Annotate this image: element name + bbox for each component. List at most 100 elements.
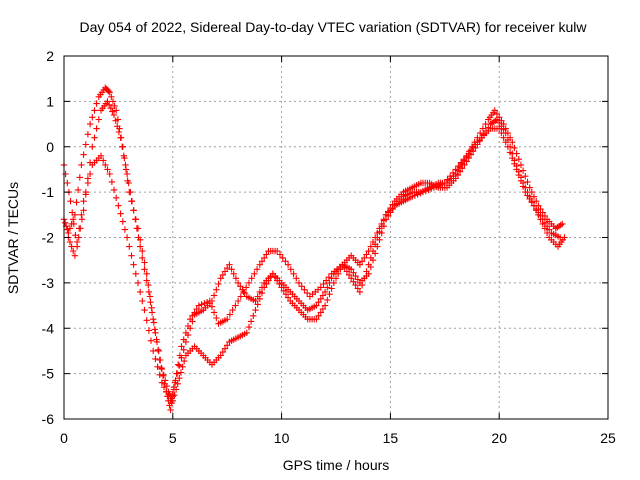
data-point	[328, 285, 335, 292]
data-point	[282, 258, 289, 265]
data-point	[537, 212, 544, 220]
data-point	[352, 272, 359, 280]
data-point	[66, 225, 74, 232]
data-point	[298, 283, 305, 290]
data-point	[278, 284, 285, 291]
data-point	[145, 327, 153, 334]
data-point	[280, 287, 287, 294]
data-point	[78, 216, 86, 223]
data-point	[343, 268, 351, 275]
y-tick-label: -2	[42, 230, 55, 246]
data-point	[150, 319, 157, 326]
data-point	[319, 292, 327, 299]
data-point	[251, 270, 258, 277]
data-point	[317, 295, 324, 302]
data-point	[145, 288, 153, 296]
data-point	[243, 329, 250, 336]
data-point	[154, 346, 162, 353]
data-point	[119, 218, 126, 225]
data-point	[513, 166, 520, 173]
data-point	[252, 306, 259, 314]
x-tick-label: 5	[169, 430, 177, 446]
data-point	[71, 252, 79, 259]
x-tick-label: 0	[60, 430, 68, 446]
data-point	[150, 347, 157, 355]
data-point	[237, 293, 244, 300]
chart-title: Day 054 of 2022, Sidereal Day-to-day VTE…	[79, 19, 587, 35]
data-point	[320, 280, 327, 288]
data-point	[198, 301, 205, 308]
data-point	[228, 266, 235, 273]
data-point	[162, 377, 169, 384]
data-point	[248, 275, 255, 282]
data-point	[69, 209, 76, 216]
data-point	[546, 226, 553, 233]
data-point	[461, 157, 468, 164]
data-point	[467, 147, 475, 154]
data-point	[504, 143, 512, 150]
data-point	[184, 331, 192, 339]
data-point	[256, 261, 263, 268]
data-point	[97, 152, 105, 159]
data-point	[361, 254, 368, 262]
data-point	[319, 305, 327, 313]
data-point	[123, 234, 131, 241]
data-point	[104, 166, 111, 173]
data-point	[115, 202, 122, 209]
data-point	[234, 297, 242, 305]
data-point	[119, 143, 126, 150]
data-point	[256, 288, 263, 296]
data-point	[457, 159, 465, 166]
data-point	[358, 281, 366, 289]
data-point	[145, 281, 152, 289]
data-point	[456, 164, 464, 171]
data-point	[139, 297, 146, 305]
data-point	[82, 188, 89, 196]
data-point	[229, 306, 236, 314]
data-point	[245, 279, 253, 287]
data-point	[210, 309, 218, 316]
data-point	[241, 289, 248, 297]
data-point	[367, 254, 374, 262]
data-point	[167, 406, 174, 414]
data-point	[70, 220, 77, 228]
data-point	[62, 170, 69, 178]
data-point	[213, 286, 220, 293]
data-point	[121, 226, 129, 233]
data-point	[104, 98, 111, 105]
data-point	[365, 247, 372, 255]
data-point	[102, 161, 109, 169]
x-tick-label: 15	[383, 430, 399, 446]
data-point	[230, 270, 237, 277]
data-point	[137, 288, 144, 296]
data-point	[75, 234, 82, 241]
data-point	[152, 355, 159, 363]
data-point	[78, 211, 85, 218]
x-tick-label: 25	[600, 430, 616, 446]
data-point	[163, 388, 170, 395]
data-point	[178, 343, 185, 350]
data-point	[143, 270, 150, 277]
data-point	[324, 296, 331, 304]
data-point	[226, 261, 233, 268]
data-point	[330, 279, 337, 287]
data-point	[543, 223, 551, 230]
data-point	[284, 261, 292, 268]
data-point	[112, 117, 119, 124]
data-point	[506, 149, 514, 156]
data-point	[509, 154, 516, 162]
data-point	[73, 199, 80, 206]
data-point	[158, 365, 166, 373]
data-point	[317, 284, 324, 291]
data-point	[72, 232, 79, 239]
data-point	[68, 243, 75, 250]
data-point	[146, 293, 154, 300]
data-point	[232, 302, 239, 309]
data-point	[243, 284, 250, 291]
data-point	[279, 254, 286, 262]
data-point	[511, 160, 518, 167]
data-point	[321, 302, 329, 309]
data-point	[95, 116, 102, 123]
y-tick-label: -3	[42, 275, 55, 291]
